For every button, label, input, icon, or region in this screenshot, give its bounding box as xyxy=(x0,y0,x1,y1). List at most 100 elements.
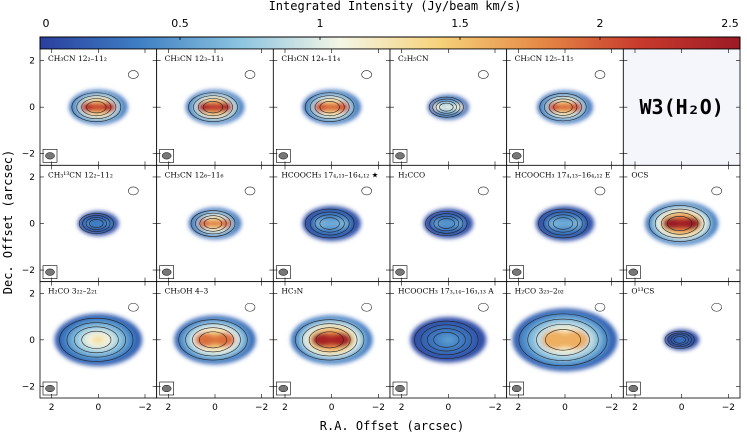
x-tick-label: 2 xyxy=(49,403,55,413)
contour xyxy=(711,186,722,196)
beam-ellipse xyxy=(161,384,172,393)
panel-label: CH₃CN 12₂–11₂ xyxy=(48,54,107,63)
contour xyxy=(361,302,372,312)
emission-peak xyxy=(311,332,331,347)
contour xyxy=(195,212,231,235)
emission-peak xyxy=(541,330,568,350)
emission-level xyxy=(679,338,685,342)
map-panel: HCOOCH₃ 17₄,₁₃–16₄,₁₂ E xyxy=(506,164,624,283)
x-tick-label: 2 xyxy=(515,403,521,413)
colorbar-title: Integrated Intensity (Jy/beam km/s) xyxy=(269,0,522,13)
contour xyxy=(301,323,358,357)
contour xyxy=(128,70,139,79)
map-panel: CH₃CN 12₂–11₂ 2 0 −2 xyxy=(22,48,158,166)
panel-label: CH₃OH 4–3 xyxy=(165,287,209,296)
beam-ellipse xyxy=(278,152,289,160)
emission-peak xyxy=(662,217,680,230)
emission-level xyxy=(92,336,105,344)
contour xyxy=(319,101,340,114)
map-panel: H₂CO 3₂₃–2₀₂ 2 0 −2 xyxy=(506,281,624,413)
contour xyxy=(314,214,345,233)
contour xyxy=(527,318,599,361)
emission-peak xyxy=(219,218,232,229)
map-panel: C₂H₅CN xyxy=(389,48,508,166)
contour xyxy=(319,217,340,230)
y-tick-label: 0 xyxy=(29,103,35,113)
contour xyxy=(552,217,574,230)
contour xyxy=(437,218,455,229)
emission-level xyxy=(444,221,452,226)
contour xyxy=(518,313,608,367)
emission-level xyxy=(327,104,336,110)
beam-ellipse xyxy=(395,152,405,160)
contour xyxy=(295,319,365,361)
contour xyxy=(361,70,372,79)
contour xyxy=(244,186,256,196)
contour xyxy=(478,302,489,312)
panel-label: CH₃CN 12₆–11₆ xyxy=(165,170,224,179)
x-tick-label: −2 xyxy=(605,403,618,413)
contour xyxy=(545,329,581,351)
beam-ellipse xyxy=(511,152,522,160)
emission-level xyxy=(561,104,569,110)
emission-level xyxy=(442,336,454,344)
beam-ellipse xyxy=(511,384,522,393)
beam-ellipse xyxy=(161,268,172,276)
contour xyxy=(81,330,112,349)
panel-label: HC₃N xyxy=(281,287,303,296)
contour xyxy=(478,186,489,196)
x-tick-label: −2 xyxy=(138,403,151,413)
emission-peak xyxy=(562,330,589,350)
x-tick-label: −2 xyxy=(488,403,501,413)
x-tick-label: −2 xyxy=(722,403,735,413)
contour xyxy=(414,320,479,359)
panel-grid: CH₃CN 12₂–11₂ 2 0 −2 CH₃CN 12₃–11₃ CH₃CN 12₄–… xyxy=(22,48,741,413)
contour xyxy=(667,215,693,232)
map-panel: HC₃N 2 0 −2 xyxy=(272,281,391,413)
contour xyxy=(648,205,711,242)
emission-peak xyxy=(547,218,562,229)
contour xyxy=(185,323,241,357)
beam-ellipse xyxy=(278,268,289,276)
contour xyxy=(670,334,689,346)
contour xyxy=(198,98,229,117)
x-tick-label: 2 xyxy=(632,403,638,413)
map-panel: HCOOCH₃ 17₄,₁₃–16₄,₁₂ ★ xyxy=(272,164,391,283)
colorbar-tick-label: 1.5 xyxy=(451,17,469,30)
contour xyxy=(553,101,573,113)
contour xyxy=(89,219,104,228)
contour xyxy=(198,331,228,349)
contour xyxy=(203,218,223,229)
x-tick-label: −2 xyxy=(372,403,385,413)
contour xyxy=(536,323,590,356)
panel-label: C₂H₅CN xyxy=(398,54,429,63)
contour xyxy=(314,98,345,117)
contour xyxy=(543,211,583,236)
contour xyxy=(433,332,460,348)
contour xyxy=(426,328,466,352)
colorbar-tick-label: 0 xyxy=(43,17,50,30)
map-panel: CH₃CN 12₄–11₄ xyxy=(272,48,391,166)
emission-peak xyxy=(80,102,95,113)
emission-level xyxy=(560,221,570,226)
contour xyxy=(188,92,238,122)
panel-label: HCOOCH₃ 17₃,₁₄–16₃,₁₃ A xyxy=(398,287,494,296)
colorbar-tick-label: 2 xyxy=(597,17,604,30)
contour xyxy=(428,96,464,118)
x-axis-label: R.A. Offset (arcsec) xyxy=(320,419,465,433)
y-tick-label: 0 xyxy=(29,336,35,346)
emission-peak xyxy=(215,332,236,347)
x-tick-label: −2 xyxy=(255,403,268,413)
beam-ellipse xyxy=(628,384,639,393)
emission-peak xyxy=(197,102,212,113)
contour xyxy=(309,95,350,120)
emission-level xyxy=(94,104,103,110)
panel-label: H₂CCO xyxy=(398,170,425,179)
contour xyxy=(71,92,122,122)
emission-level xyxy=(445,105,452,109)
map-panel: CH₃¹³CN 12₂–11₂ 2 0 −2 xyxy=(22,164,158,283)
contour xyxy=(128,186,139,196)
beam-ellipse xyxy=(45,268,55,276)
panel-label: HCOOCH₃ 17₄,₁₃–16₄,₁₂ ★ xyxy=(281,170,378,179)
